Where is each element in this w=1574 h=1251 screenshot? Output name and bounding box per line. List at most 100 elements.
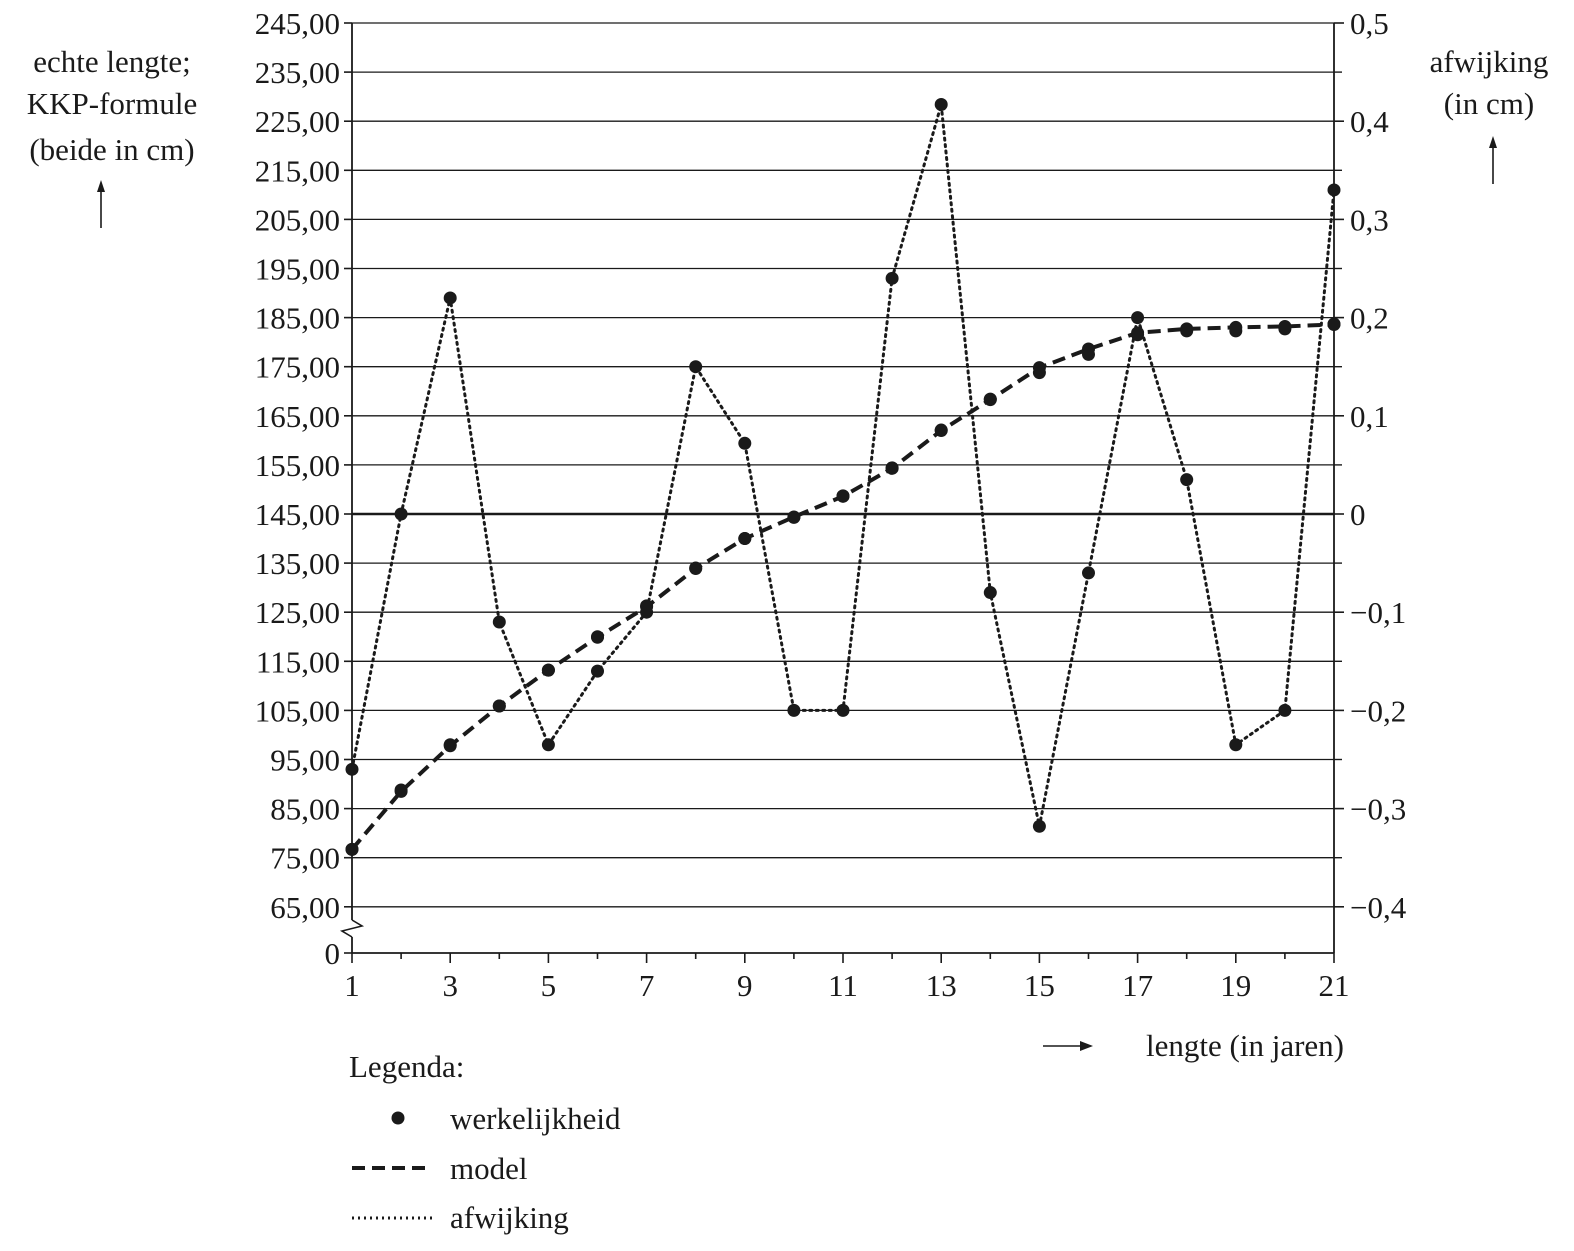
- model-point: [1278, 319, 1292, 333]
- model-point: [836, 489, 850, 503]
- model-point: [738, 532, 752, 546]
- afwijking-point: [1131, 311, 1145, 325]
- y-left-tick-label: 135,00: [255, 546, 340, 581]
- x-axis-title-text: lengte (in jaren): [1146, 1028, 1344, 1063]
- series-points: [345, 98, 1341, 856]
- x-tick-label: 11: [828, 968, 858, 1003]
- x-tick-label: 13: [926, 968, 957, 1003]
- y-left-tick-label: 225,00: [255, 104, 340, 139]
- x-tick-label: 15: [1024, 968, 1055, 1003]
- model-point: [934, 424, 948, 438]
- y-right-tick-label: −0,4: [1350, 890, 1407, 925]
- y-left-tick-label: 145,00: [255, 497, 340, 532]
- model-point: [1082, 342, 1095, 356]
- afwijking-point: [345, 762, 359, 776]
- y-left-tick-label: 115,00: [256, 644, 340, 679]
- y-right-tick-label: −0,3: [1350, 792, 1406, 827]
- y-left-tick-label: 205,00: [255, 202, 340, 237]
- y-left-tick-label: 165,00: [255, 399, 340, 434]
- model-point: [1131, 326, 1145, 340]
- y-left-tick-label: 85,00: [270, 792, 340, 827]
- afwijking-point: [1032, 819, 1046, 833]
- afwijking-point: [934, 98, 948, 112]
- afwijking-point: [640, 605, 654, 619]
- y-right-tick-label: −0,1: [1350, 595, 1406, 630]
- y-left-tick-label: 125,00: [255, 595, 340, 630]
- model-point: [394, 784, 408, 798]
- y-right-title: afwijking (in cm): [1430, 44, 1549, 184]
- afwijking-point: [1180, 473, 1194, 487]
- x-tick-label: 9: [737, 968, 753, 1003]
- y-left-tick-label: 65,00: [270, 890, 340, 925]
- arrow-right-icon: [1043, 1041, 1093, 1051]
- tick-labels: 245,00 235,00 225,00 215,00 205,00 195,00 1 85,…: [255, 6, 1407, 1003]
- y-left-tick-label: 235,00: [255, 55, 340, 90]
- x-tick-label: 19: [1220, 968, 1251, 1003]
- y-left-tick-label: 0: [325, 936, 341, 971]
- y-left-title-line: echte lengte;: [33, 44, 191, 79]
- model-point: [983, 393, 997, 407]
- model-point: [345, 842, 359, 856]
- model-point: [1180, 322, 1194, 336]
- afwijking-point: [1327, 183, 1341, 197]
- afwijking-point: [836, 703, 850, 717]
- afwijking-point: [443, 291, 457, 305]
- model-point: [787, 510, 801, 524]
- afwijking-point: [1082, 566, 1095, 580]
- x-tick-label: 1: [344, 968, 360, 1003]
- y-left-tick-label: 215,00: [255, 153, 340, 188]
- x-tick-label: 21: [1319, 968, 1350, 1003]
- y-left-title-line: (beide in cm): [29, 132, 194, 167]
- grid-lines: [352, 22, 1334, 908]
- afwijking-point: [983, 586, 997, 600]
- model-point: [1032, 361, 1046, 375]
- afwijking-point: [738, 436, 752, 450]
- model-point: [1229, 320, 1243, 334]
- afwijking-point: [591, 664, 604, 678]
- legend-label: model: [450, 1151, 528, 1186]
- afwijking-point: [541, 738, 555, 752]
- y-right-title-line: afwijking: [1430, 44, 1549, 79]
- model-point: [591, 630, 604, 644]
- y-left-tick-label: 95,00: [270, 743, 340, 778]
- y-right-tick-label: 0,4: [1350, 104, 1389, 139]
- legend-label: werkelijkheid: [450, 1101, 621, 1136]
- afwijking-point: [1278, 703, 1292, 717]
- afwijking-point: [885, 271, 899, 285]
- model-point: [492, 699, 506, 713]
- legend: Legenda: werkelijkheid model afwijking: [349, 1049, 621, 1235]
- y-left-title: echte lengte; KKP-formule (beide in cm): [27, 44, 197, 228]
- y-right-tick-label: 0,3: [1350, 202, 1389, 237]
- legend-label: afwijking: [450, 1200, 569, 1235]
- y-left-tick-label: 195,00: [255, 252, 340, 287]
- afwijking-point: [787, 703, 801, 717]
- model-point: [1327, 317, 1341, 331]
- x-tick-label: 3: [442, 968, 458, 1003]
- y-left-tick-label: 245,00: [255, 6, 340, 41]
- y-right-tick-label: 0: [1350, 497, 1366, 532]
- y-left-tick-label: 155,00: [255, 448, 340, 483]
- x-tick-label: 17: [1122, 968, 1153, 1003]
- model-point: [885, 461, 899, 475]
- legend-item-model: model: [352, 1151, 528, 1186]
- y-right-tick-label: 0,5: [1350, 6, 1389, 41]
- y-left-tick-label: 105,00: [255, 693, 340, 728]
- afwijking-point: [394, 507, 408, 521]
- afwijking-point: [689, 360, 703, 374]
- axis-break-icon: [339, 919, 365, 938]
- x-axis-title: lengte (in jaren): [1043, 1028, 1344, 1063]
- y-left-title-line: KKP-formule: [27, 86, 197, 121]
- y-left-tick-label: 75,00: [270, 841, 340, 876]
- afwijking-point: [1229, 738, 1243, 752]
- model-point: [443, 739, 457, 753]
- y-right-title-line: (in cm): [1444, 86, 1534, 121]
- legend-item-werkelijkheid: werkelijkheid: [391, 1101, 621, 1136]
- model-line: [350, 322, 1335, 851]
- legend-item-afwijking: afwijking: [352, 1200, 569, 1235]
- y-right-tick-label: 0,1: [1350, 399, 1389, 434]
- x-tick-label: 7: [639, 968, 655, 1003]
- arrow-up-icon: [97, 180, 105, 228]
- y-right-tick-label: 0,2: [1350, 301, 1389, 336]
- legend-dot-marker: [391, 1111, 405, 1125]
